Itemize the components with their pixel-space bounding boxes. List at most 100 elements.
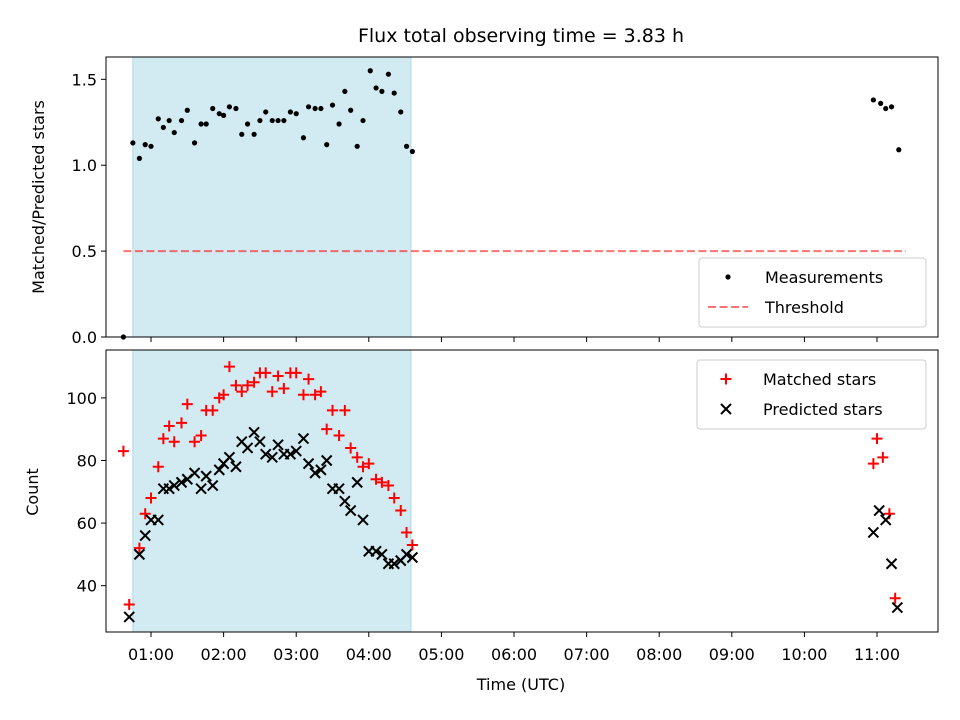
measurement-point <box>336 121 342 127</box>
measurement-point <box>184 107 190 113</box>
matched-point <box>871 433 883 445</box>
predicted-point <box>152 514 164 526</box>
predicted-point <box>133 548 146 561</box>
matched-point <box>339 404 351 416</box>
measurement-point <box>391 90 397 96</box>
predicted-point <box>266 451 278 464</box>
matched-point <box>152 461 164 473</box>
predicted-point <box>123 611 135 623</box>
measurement-point <box>221 112 227 119</box>
y-tick-label: 80 <box>77 451 97 470</box>
bottom-panel: 40 60 80 100 01:00 02:00 03:00 04:00 05:00 06:00 0… <box>66 349 939 664</box>
legend-label: Predicted stars <box>763 400 883 419</box>
measurement-point <box>263 109 269 115</box>
predicted-point <box>320 454 333 467</box>
matched-point <box>133 542 145 554</box>
x-tick-label: 10:00 <box>781 645 827 664</box>
predicted-point <box>891 601 904 614</box>
measurement-point <box>198 121 204 127</box>
y-tick-label: 1.5 <box>72 70 97 89</box>
x-tick-label: 03:00 <box>273 645 319 664</box>
legend-measurement-marker <box>725 274 731 280</box>
matched-point <box>278 382 290 394</box>
matched-point <box>877 451 889 463</box>
measurement-point <box>178 117 185 124</box>
matched-point <box>248 376 260 388</box>
matched-point <box>117 445 129 457</box>
matched-point <box>309 389 321 401</box>
x-tick-label: 11:00 <box>854 645 900 664</box>
measurement-point <box>275 117 281 124</box>
legend-box <box>696 359 927 430</box>
matched-point <box>395 505 407 517</box>
predicted-point <box>880 514 892 526</box>
measurement-point <box>155 116 161 122</box>
predicted-point <box>207 479 219 492</box>
predicted-point <box>302 457 315 470</box>
predicted-point <box>195 482 207 495</box>
predicted-point <box>357 514 369 526</box>
predicted-point <box>260 448 272 460</box>
measurement-point <box>305 104 312 110</box>
legend-label: Matched stars <box>763 370 876 389</box>
predicted-point <box>241 442 254 454</box>
measurement-point <box>239 131 245 137</box>
measurement-point <box>210 105 216 112</box>
measurement-point <box>312 105 318 112</box>
matched-point <box>176 417 188 429</box>
predicted-point <box>188 467 201 479</box>
measurement-point <box>233 105 239 112</box>
matched-point <box>297 389 309 401</box>
matched-point <box>189 436 201 448</box>
x-tick-label: 04:00 <box>346 645 392 664</box>
x-axis-label: Time (UTC) <box>476 675 565 694</box>
predicted-point <box>315 464 327 476</box>
predicted-point <box>344 504 357 517</box>
observing-window-shade <box>132 56 412 338</box>
matched-point <box>303 373 315 385</box>
measurement-point <box>342 88 348 94</box>
measurement-point <box>896 147 902 153</box>
predicted-point <box>873 504 885 517</box>
measurement-point <box>360 117 366 124</box>
matched-point <box>236 386 248 398</box>
measurement-point <box>269 117 275 124</box>
measurement-point <box>226 104 233 110</box>
y-tick-label: 40 <box>77 577 97 596</box>
measurement-point <box>287 109 294 115</box>
measurement-point <box>257 117 263 124</box>
predicted-point <box>248 426 260 439</box>
matched-point <box>363 458 375 470</box>
matched-point <box>315 386 327 398</box>
predicted-point <box>200 470 212 482</box>
predicted-point <box>175 476 188 489</box>
matched-point <box>157 433 169 445</box>
matched-point <box>327 404 339 416</box>
measurement-point <box>409 148 415 155</box>
predicted-point <box>867 526 880 539</box>
x-tick-label: 08:00 <box>636 645 682 664</box>
matched-point <box>218 389 230 401</box>
matched-point <box>357 461 369 473</box>
measurement-point <box>281 117 287 124</box>
matched-point <box>370 473 382 485</box>
matched-point <box>321 423 333 435</box>
x-tick-label: 07:00 <box>564 645 610 664</box>
predicted-point <box>400 548 413 561</box>
predicted-point <box>388 558 400 570</box>
measurement-point <box>293 111 299 117</box>
matched-point <box>401 526 413 538</box>
measurement-point <box>385 71 392 77</box>
matched-point <box>195 429 207 441</box>
predicted-point <box>272 439 284 451</box>
top-legend: Measurements Threshold <box>698 257 927 328</box>
predicted-point <box>376 548 388 561</box>
y-tick-label: 0.0 <box>72 328 97 347</box>
matched-point <box>290 367 302 379</box>
matched-point <box>333 429 345 441</box>
matched-point <box>163 420 175 432</box>
matched-point <box>351 451 363 463</box>
legend-predicted-marker <box>720 403 732 415</box>
bottom-legend: Matched stars Predicted stars <box>696 359 927 430</box>
